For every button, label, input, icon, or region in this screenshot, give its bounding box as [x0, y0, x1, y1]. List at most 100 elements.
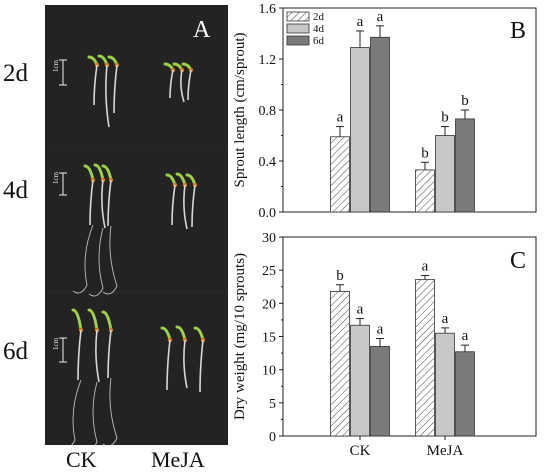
cotyledon: [87, 308, 99, 332]
legend-swatch: [286, 35, 310, 46]
significance-letter: a: [462, 328, 469, 344]
bar: [370, 36, 390, 213]
photo-row-6d: [45, 293, 228, 445]
bar: [350, 47, 370, 213]
significance-letter: b: [421, 145, 429, 161]
significance-letter: b: [336, 268, 344, 284]
legend-label: 4d: [313, 23, 325, 35]
seed: [167, 337, 173, 343]
hypocotyl: [77, 329, 82, 381]
hypocotyl: [180, 69, 185, 103]
hypocotyl: [113, 64, 118, 114]
y-tick-label: 1.2: [259, 53, 277, 68]
hypocotyl: [171, 184, 176, 226]
hypocotyl: [95, 329, 100, 383]
y-tick-label: 0: [269, 430, 276, 445]
y-tick-label: 15: [262, 331, 276, 346]
scale-bar-label: 1cm: [52, 59, 60, 72]
scale-bar-label: 1cm: [52, 171, 60, 184]
photo-row-2d: [45, 5, 228, 145]
root: [102, 377, 118, 445]
legend-swatch: [286, 23, 310, 34]
significance-letter: a: [377, 321, 384, 337]
panel-letter-a: A: [193, 17, 211, 43]
cotyledon: [93, 163, 105, 182]
hypocotyl: [183, 184, 188, 230]
y-tick-label: 20: [262, 297, 276, 312]
y-axis-label: Sprout length (cm/sprout): [232, 33, 248, 188]
hypocotyl: [107, 329, 112, 379]
y-tick-label: 5: [269, 397, 276, 412]
cotyledon: [101, 310, 113, 332]
row-label-2d: 2d: [3, 60, 28, 87]
significance-letter: a: [357, 14, 364, 30]
root: [71, 379, 82, 445]
hypocotyl: [107, 179, 112, 227]
row-label-6d: 6d: [3, 338, 28, 365]
bar: [330, 136, 350, 213]
sprout-length-chart: 0.0 0.4 0.8 1.2 1.6 Sprout length (cm/sprout)…: [232, 2, 537, 221]
y-tick-label: 10: [262, 364, 276, 379]
bar: [435, 332, 455, 437]
legend-label: 2d: [313, 11, 325, 23]
significance-letter: a: [357, 302, 364, 318]
root: [72, 224, 94, 294]
legend-label: 6d: [313, 35, 325, 47]
hypocotyl: [105, 64, 110, 128]
y-tick-label: 0.4: [259, 155, 277, 170]
significance-letter: a: [422, 258, 429, 274]
x-tick-label: CK: [350, 443, 371, 459]
root: [92, 381, 98, 445]
y-tick-label: 0.0: [259, 206, 277, 221]
root: [88, 227, 104, 297]
significance-letter: a: [377, 9, 384, 25]
y-axis-label: Dry weight (mg/10 sprouts): [232, 253, 248, 420]
sprouts: [71, 54, 206, 445]
significance-letter: b: [441, 110, 449, 126]
bar: [435, 135, 455, 213]
bar: [415, 169, 435, 213]
plot-frame: [282, 236, 537, 437]
hypocotyl: [191, 184, 196, 228]
dry-weight-chart: 0 5 10 15 20 25 30 Dry weight (mg/10 sprouts) b a…: [232, 231, 537, 459]
cotyledon: [71, 308, 83, 332]
sprout-photo-panel: 1cm 1cm 1cm A: [45, 5, 228, 445]
bar: [455, 118, 475, 213]
column-label-ck: CK: [66, 447, 97, 472]
cotyledon: [83, 164, 95, 182]
hypocotyl: [93, 64, 98, 106]
bar: [370, 346, 390, 437]
hypocotyl: [187, 69, 192, 101]
significance-letter: a: [337, 110, 344, 126]
bar: [350, 324, 370, 437]
y-tick-label: 30: [262, 231, 276, 246]
significance-letter: a: [442, 311, 449, 327]
hypocotyl: [169, 69, 174, 99]
x-tick-label: MeJA: [427, 443, 464, 459]
scale-bar-6d: 1cm: [52, 337, 67, 363]
y-tick-label: 25: [262, 264, 276, 279]
panel-letter-c: C: [510, 248, 527, 274]
column-label-meja: MeJA: [151, 447, 205, 472]
scale-bar-2d: 1cm: [52, 59, 67, 86]
hypocotyl: [89, 179, 94, 226]
photo-row-4d: [45, 147, 228, 291]
root: [102, 225, 118, 295]
cotyledon: [101, 164, 113, 182]
hypocotyl: [166, 339, 171, 391]
bar: [455, 351, 475, 437]
y-tick-label: 0.8: [259, 104, 277, 119]
y-tick-label: 1.6: [259, 2, 277, 17]
bar: [330, 290, 350, 437]
hypocotyl: [183, 339, 188, 389]
panel-letter-b: B: [510, 18, 527, 44]
scale-bar-label: 1cm: [52, 337, 60, 350]
significance-letter: b: [461, 93, 469, 109]
hypocotyl: [199, 339, 204, 393]
row-label-4d: 4d: [3, 177, 28, 204]
sprout-drawings: 1cm 1cm 1cm: [52, 54, 206, 445]
hypocotyl: [101, 179, 106, 229]
legend-swatch: [286, 11, 310, 22]
